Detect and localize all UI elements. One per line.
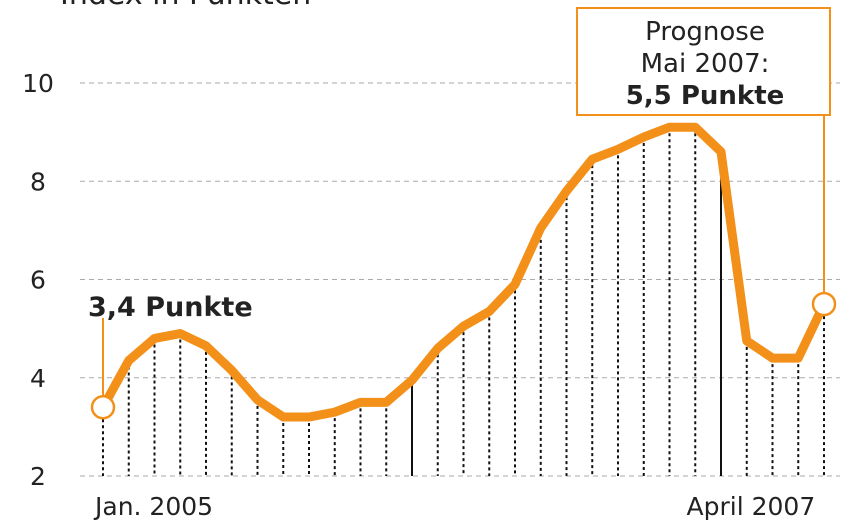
y-tick-label: 2: [30, 462, 46, 491]
annotation: Mai 2007:: [641, 49, 770, 79]
y-tick-label: 10: [22, 69, 54, 98]
annotation-box: [576, 7, 831, 116]
y-tick-label: 8: [30, 167, 46, 196]
annotation: Prognose: [645, 17, 765, 47]
point-marker: [90, 394, 116, 420]
annotation: 5,5 Punkte: [626, 81, 785, 111]
y-tick-label: 6: [30, 266, 46, 295]
annotation: 3,4 Punkte: [88, 292, 253, 323]
line-series: [98, 122, 829, 422]
chart-title: Index in Punkten: [60, 0, 311, 12]
x-tick-label: Jan. 2005: [93, 492, 213, 521]
y-tick-label: 4: [30, 364, 46, 393]
point-marker: [811, 291, 837, 317]
x-tick-label: April 2007: [687, 492, 816, 521]
